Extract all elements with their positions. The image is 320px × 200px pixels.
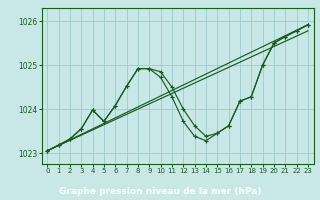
Text: Graphe pression niveau de la mer (hPa): Graphe pression niveau de la mer (hPa)	[59, 186, 261, 196]
